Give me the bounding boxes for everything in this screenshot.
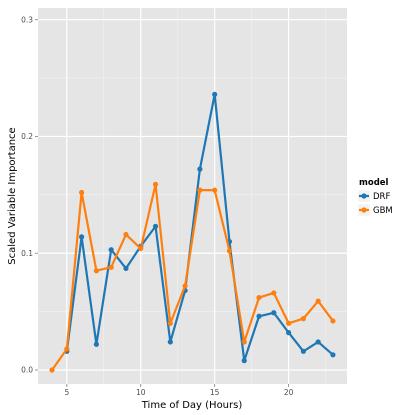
series-layer — [49, 91, 336, 373]
x-tick-label: 15 — [210, 388, 220, 397]
data-point-gbm — [138, 245, 144, 252]
y-tick-label: 0.1 — [21, 249, 33, 258]
data-point-drf — [123, 265, 129, 271]
y-tick-label: 0.2 — [21, 132, 33, 141]
major-grid — [38, 8, 347, 384]
data-point-gbm — [79, 189, 85, 196]
x-tick-label: 5 — [64, 388, 69, 397]
data-point-gbm — [315, 298, 321, 304]
data-point-drf — [330, 352, 336, 358]
data-point-gbm — [123, 231, 129, 238]
data-point-drf — [286, 330, 292, 336]
data-point-drf — [93, 341, 99, 347]
data-point-gbm — [93, 268, 99, 274]
data-point-gbm — [286, 320, 292, 326]
data-point-gbm — [197, 187, 203, 193]
legend-label-drf: DRF — [373, 192, 390, 202]
data-point-drf — [108, 247, 114, 253]
data-point-drf — [197, 166, 203, 172]
data-point-gbm — [108, 264, 114, 270]
data-point-gbm — [256, 294, 262, 301]
legend: model DRF GBM — [357, 178, 393, 217]
x-axis-title: Time of Day (Hours) — [141, 400, 243, 411]
legend-title: model — [359, 178, 389, 188]
data-point-drf — [152, 223, 159, 229]
y-tick-label: 0.3 — [21, 15, 33, 24]
x-tick-label: 20 — [284, 388, 294, 397]
x-axis: 5 10 15 20 — [64, 384, 294, 397]
data-point-gbm — [64, 346, 70, 352]
data-point-drf — [300, 348, 306, 354]
data-point-gbm — [49, 367, 55, 373]
data-point-drf — [79, 234, 85, 240]
panel-background — [38, 8, 347, 384]
data-point-gbm — [167, 320, 173, 326]
data-point-gbm — [226, 248, 233, 254]
minor-grid — [38, 8, 347, 384]
legend-key-point-drf — [361, 193, 367, 199]
data-point-drf — [167, 339, 173, 345]
legend-key-point-gbm — [361, 207, 367, 213]
data-point-gbm — [152, 181, 159, 187]
data-point-gbm — [182, 283, 188, 289]
data-point-gbm — [241, 339, 247, 345]
data-point-gbm — [300, 316, 306, 322]
data-point-drf — [271, 310, 277, 316]
data-point-drf — [315, 339, 321, 345]
legend-items: DRF GBM — [357, 189, 393, 217]
data-point-drf — [212, 91, 218, 98]
data-point-drf — [241, 358, 247, 364]
y-axis: 0.0 0.1 0.2 0.3 — [21, 15, 38, 375]
x-tick-label: 10 — [136, 388, 146, 397]
data-point-drf — [256, 313, 262, 319]
data-point-gbm — [212, 187, 218, 193]
y-tick-label: 0.0 — [21, 366, 33, 375]
y-axis-title: Scaled Variable Importance — [7, 127, 18, 264]
data-point-gbm — [271, 290, 277, 296]
data-point-gbm — [330, 318, 336, 324]
legend-label-gbm: GBM — [373, 206, 393, 216]
